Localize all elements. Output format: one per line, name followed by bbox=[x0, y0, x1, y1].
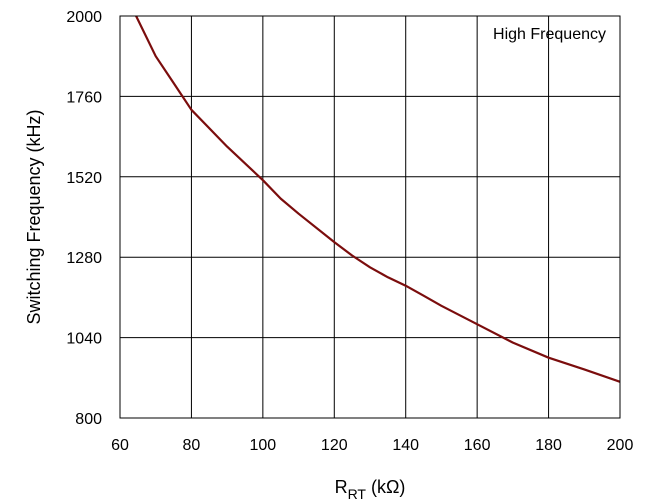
y-axis-label: Switching Frequency (kHz) bbox=[24, 109, 44, 324]
x-tick-labels: 60 80 100 120 140 160 180 200 bbox=[111, 437, 633, 454]
legend-entry-high-frequency: High Frequency bbox=[493, 26, 606, 43]
x-axis-label-sub: RT bbox=[348, 486, 367, 502]
x-axis-label: RRT (kΩ) bbox=[335, 477, 406, 502]
y-tick-label-800: 800 bbox=[75, 411, 102, 428]
y-tick-label-2000: 2000 bbox=[66, 9, 102, 26]
x-tick-label-80: 80 bbox=[183, 437, 201, 454]
x-axis-label-main: R bbox=[335, 477, 348, 497]
x-tick-label-140: 140 bbox=[392, 437, 419, 454]
y-tick-label-1760: 1760 bbox=[66, 89, 102, 106]
x-tick-label-200: 200 bbox=[607, 437, 634, 454]
y-tick-label-1280: 1280 bbox=[66, 250, 102, 267]
x-tick-label-60: 60 bbox=[111, 437, 129, 454]
x-tick-label-160: 160 bbox=[464, 437, 491, 454]
x-tick-label-180: 180 bbox=[535, 437, 562, 454]
plot-frame bbox=[119, 15, 621, 419]
x-tick-label-100: 100 bbox=[250, 437, 277, 454]
y-tick-label-1040: 1040 bbox=[66, 331, 102, 348]
x-axis-label-unit: (kΩ) bbox=[371, 477, 405, 497]
series-layer bbox=[135, 15, 621, 383]
x-tick-label-120: 120 bbox=[321, 437, 348, 454]
y-tick-label-1520: 1520 bbox=[66, 170, 102, 187]
series-line-0 bbox=[135, 15, 621, 383]
y-tick-labels: 800 1040 1280 1520 1760 2000 bbox=[66, 9, 102, 428]
